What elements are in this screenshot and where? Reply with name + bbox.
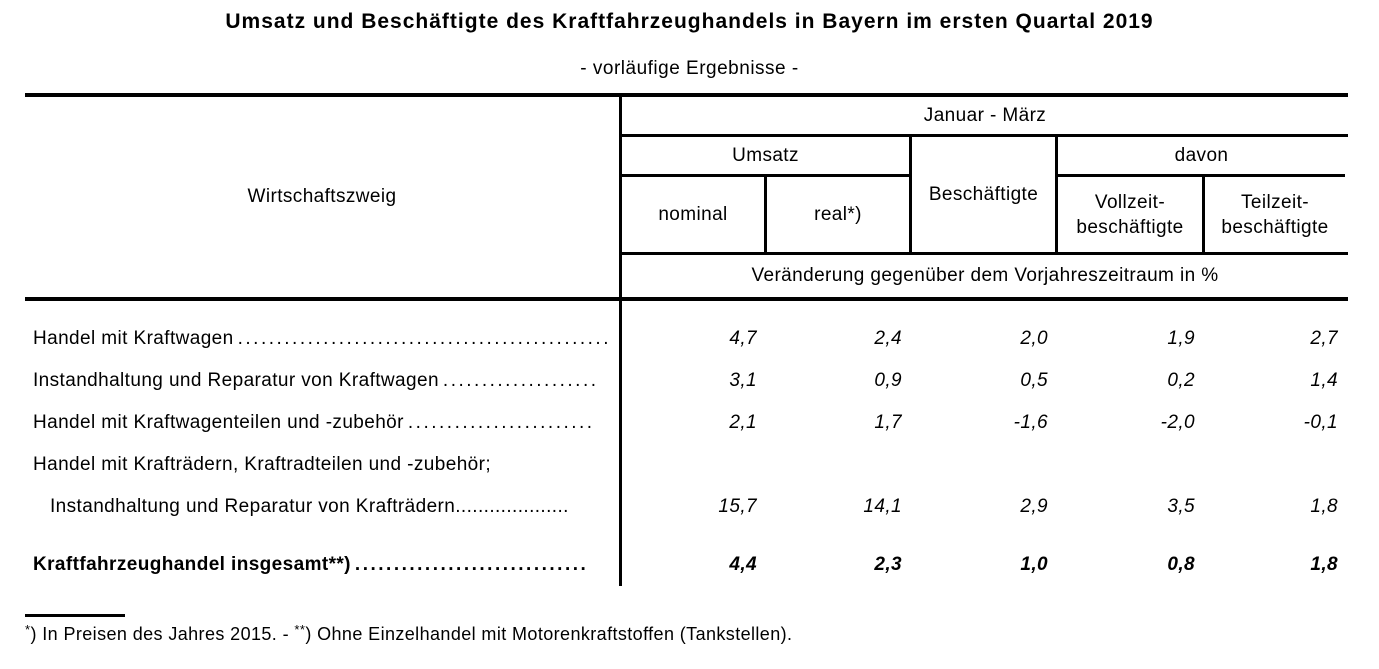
footnote: *) In Preisen des Jahres 2015. - **) Ohn… <box>25 622 792 645</box>
footnote-marker-2: ** <box>294 622 306 637</box>
footnote-marker-1: * <box>25 622 31 637</box>
value-nominal: 3,1 <box>729 370 757 391</box>
column-header-real: real*) <box>814 204 862 225</box>
value-real: 2,3 <box>874 554 902 575</box>
value-nominal: 15,7 <box>718 496 757 517</box>
page-subtitle: - vorläufige Ergebnisse - <box>580 58 799 79</box>
column-header-area: Januar - März Umsatz nominal real*) Besc… <box>622 97 1348 297</box>
label-text: Instandhaltung und Reparatur von Krafträ… <box>50 496 456 517</box>
value-real: 1,7 <box>874 412 902 433</box>
value-nominal: 4,4 <box>729 554 757 575</box>
group-umsatz: Umsatz nominal real*) <box>622 137 912 252</box>
value-vollzeit: -2,0 <box>1160 412 1195 433</box>
row-label-instandhaltung-kraftwagen: Instandhaltung und Reparatur von Kraftwa… <box>25 360 619 402</box>
row-label-kraftraeder: Handel mit Krafträdern, Kraftradteilen u… <box>25 444 619 528</box>
row-labels: Handel mit Kraftwagen...................… <box>25 301 622 586</box>
value-row: 4,7 2,4 2,0 1,9 2,7 <box>622 318 1348 360</box>
value-nominal: 2,1 <box>729 412 757 433</box>
value-teilzeit: 1,4 <box>1310 370 1338 391</box>
label-text: Handel mit Kraftwagenteilen und -zubehör <box>33 412 404 433</box>
value-row-total: 4,4 2,3 1,0 0,8 1,8 <box>622 544 1348 586</box>
value-beschaeftigte: 2,9 <box>1020 496 1048 517</box>
footnote-text-2: ) Ohne Einzelhandel mit Motorenkraftstof… <box>305 624 793 644</box>
table-header: Wirtschaftszweig Januar - März Umsatz no… <box>25 93 1348 301</box>
group-label-davon: davon <box>1058 137 1345 177</box>
value-beschaeftigte: -1,6 <box>1013 412 1048 433</box>
table-body: Handel mit Kraftwagen...................… <box>25 301 1348 586</box>
dot-leader: .............................. <box>354 554 589 575</box>
value-beschaeftigte: 1,0 <box>1020 554 1048 575</box>
column-header-beschaeftigte: Beschäftigte <box>912 137 1058 252</box>
value-real: 14,1 <box>863 496 902 517</box>
value-rows: 4,7 2,4 2,0 1,9 2,7 3,1 0,9 0,5 0,2 1,4 … <box>622 301 1348 586</box>
statistics-table: Wirtschaftszweig Januar - März Umsatz no… <box>25 93 1348 586</box>
label-text: Instandhaltung und Reparatur von Kraftwa… <box>33 370 439 391</box>
value-teilzeit: 1,8 <box>1310 496 1338 517</box>
group-label-umsatz: Umsatz <box>622 137 909 177</box>
label-text: Handel mit Kraftwagen <box>33 328 234 349</box>
row-header-wirtschaftszweig: Wirtschaftszweig <box>25 97 622 297</box>
value-vollzeit: 1,9 <box>1167 328 1195 349</box>
period-header: Januar - März <box>622 97 1348 137</box>
value-row: 3,1 0,9 0,5 0,2 1,4 <box>622 360 1348 402</box>
value-vollzeit: 0,2 <box>1167 370 1195 391</box>
footnote-rule <box>25 614 125 617</box>
row-label-insgesamt: Kraftfahrzeughandel insgesamt**)........… <box>25 544 619 586</box>
unit-row: Veränderung gegenüber dem Vorjahreszeitr… <box>622 252 1348 297</box>
dot-leader: ........................ <box>407 412 595 433</box>
value-teilzeit: 1,8 <box>1310 554 1338 575</box>
value-teilzeit: -0,1 <box>1303 412 1338 433</box>
dot-leader: ........................................… <box>237 328 611 349</box>
column-header-nominal: nominal <box>622 177 767 252</box>
column-header-teilzeit: Teilzeit- beschäftigte <box>1221 191 1329 238</box>
label-text: Kraftfahrzeughandel insgesamt**) <box>33 554 351 575</box>
row-label-handel-kraftwagen: Handel mit Kraftwagen...................… <box>25 318 619 360</box>
value-row: 2,1 1,7 -1,6 -2,0 -0,1 <box>622 402 1348 444</box>
footnote-text-1: ) In Preisen des Jahres 2015. - <box>30 624 295 644</box>
value-vollzeit: 3,5 <box>1167 496 1195 517</box>
label-line-2: Instandhaltung und Reparatur von Krafträ… <box>25 486 619 528</box>
row-label-kraftwagenteile: Handel mit Kraftwagenteilen und -zubehör… <box>25 402 619 444</box>
dot-leader: .................... <box>455 496 569 517</box>
group-davon: davon Vollzeit- beschäftigte Teilzeit- b… <box>1058 137 1345 252</box>
value-beschaeftigte: 0,5 <box>1020 370 1048 391</box>
page-title: Umsatz und Beschäftigte des Kraftfahrzeu… <box>225 10 1154 33</box>
value-teilzeit: 2,7 <box>1310 328 1338 349</box>
value-nominal: 4,7 <box>729 328 757 349</box>
value-row: 15,7 14,1 2,9 3,5 1,8 <box>622 444 1348 528</box>
value-vollzeit: 0,8 <box>1167 554 1195 575</box>
column-header-vollzeit: Vollzeit- beschäftigte <box>1058 177 1205 252</box>
label-line-1: Handel mit Krafträdern, Kraftradteilen u… <box>33 454 492 475</box>
dot-leader: .................... <box>442 370 599 391</box>
value-real: 2,4 <box>874 328 902 349</box>
value-real: 0,9 <box>874 370 902 391</box>
value-beschaeftigte: 2,0 <box>1020 328 1048 349</box>
